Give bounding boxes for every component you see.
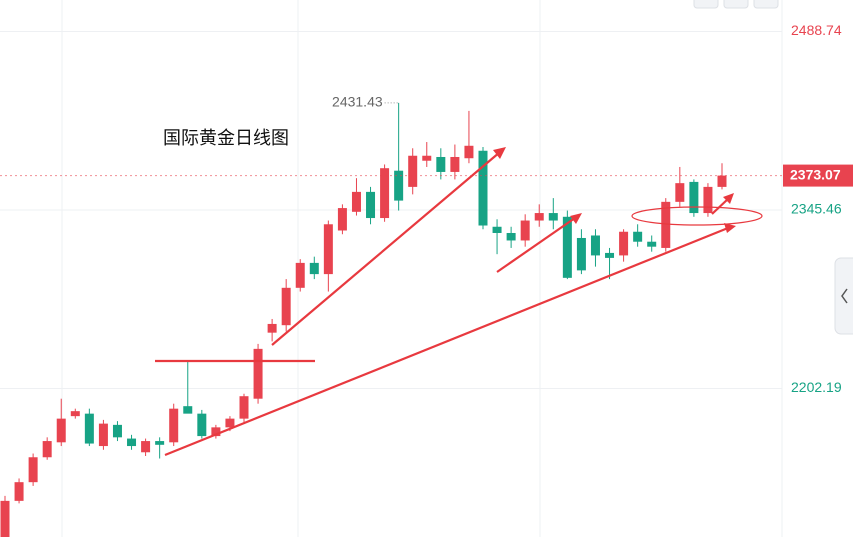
- trend-arrow: [496, 217, 576, 273]
- last-price-label: 2373.07: [790, 166, 841, 182]
- candle-body: [267, 323, 277, 333]
- candle-body: [239, 396, 249, 419]
- candle-body: [14, 482, 24, 501]
- candle-body: [647, 241, 657, 247]
- candle-body: [478, 150, 488, 226]
- candle-body: [450, 156, 460, 172]
- tool-button[interactable]: [753, 0, 779, 9]
- y-tick-label: 2345.46: [791, 201, 842, 217]
- candle-body: [141, 441, 151, 453]
- candle-body: [703, 186, 713, 214]
- trend-arrow: [711, 197, 730, 215]
- y-tick-label: 2202.19: [791, 379, 842, 395]
- candle-body: [0, 500, 10, 537]
- candle-body: [366, 191, 376, 219]
- candle-body: [605, 252, 615, 258]
- candle-body: [520, 220, 530, 241]
- candle-body: [42, 441, 52, 458]
- arrow-head: [723, 193, 734, 204]
- candle-body: [84, 413, 94, 444]
- candle-body: [211, 427, 221, 437]
- tool-button[interactable]: [723, 0, 749, 9]
- candle-body: [576, 237, 586, 271]
- candle-body: [183, 406, 193, 414]
- candle-body: [394, 170, 404, 201]
- candle-body: [534, 213, 544, 221]
- candle-body: [127, 438, 137, 447]
- collapse-button[interactable]: [834, 257, 853, 335]
- candle-body: [169, 408, 179, 443]
- candle-body: [323, 224, 333, 275]
- candle-body: [689, 181, 699, 214]
- candle-body: [253, 348, 263, 399]
- candle-body: [28, 457, 38, 483]
- highlight-ellipse: [631, 206, 763, 226]
- candle-body: [619, 231, 629, 256]
- candle-body: [633, 231, 643, 242]
- candle-body: [309, 262, 319, 275]
- candle-body: [492, 226, 502, 233]
- chart-title: 国际黄金日线图: [163, 128, 289, 148]
- candle-body: [506, 232, 516, 241]
- side-collapse[interactable]: [834, 257, 853, 335]
- candle-body: [380, 168, 390, 219]
- last-price-box: [783, 164, 853, 187]
- y-tick-label: 2488.74: [791, 22, 842, 38]
- candle-body: [436, 156, 446, 172]
- candle-body: [675, 183, 685, 202]
- high-annotation: 2431.43: [332, 94, 383, 110]
- trend-lines: [155, 147, 763, 457]
- candle-body: [351, 191, 361, 212]
- arrow-head: [493, 147, 506, 159]
- candle-body: [408, 155, 418, 187]
- candle-body: [661, 201, 671, 248]
- candles: [0, 102, 727, 537]
- candle-body: [98, 423, 108, 447]
- trend-arrow: [164, 226, 729, 457]
- candle-body: [281, 287, 291, 326]
- arrow-head: [570, 213, 582, 224]
- candle-body: [717, 175, 727, 187]
- candle-body: [155, 441, 165, 445]
- candle-body: [112, 424, 122, 438]
- candle-body: [422, 155, 432, 161]
- vertical-grid: [61, 0, 783, 537]
- candle-body: [548, 213, 558, 221]
- candle-body: [590, 235, 600, 256]
- collapse-icon: [841, 288, 848, 304]
- toolbar: [693, 0, 779, 9]
- candle-body: [225, 418, 235, 428]
- tool-button[interactable]: [693, 0, 719, 9]
- candle-body: [562, 216, 572, 278]
- arrow-head: [724, 223, 736, 233]
- candle-body: [56, 418, 66, 443]
- candle-body: [70, 411, 80, 417]
- candle-body: [464, 145, 474, 159]
- candle-body: [295, 262, 305, 288]
- trend-arrow: [271, 151, 501, 346]
- candle-body: [337, 208, 347, 231]
- candle-body: [197, 413, 207, 437]
